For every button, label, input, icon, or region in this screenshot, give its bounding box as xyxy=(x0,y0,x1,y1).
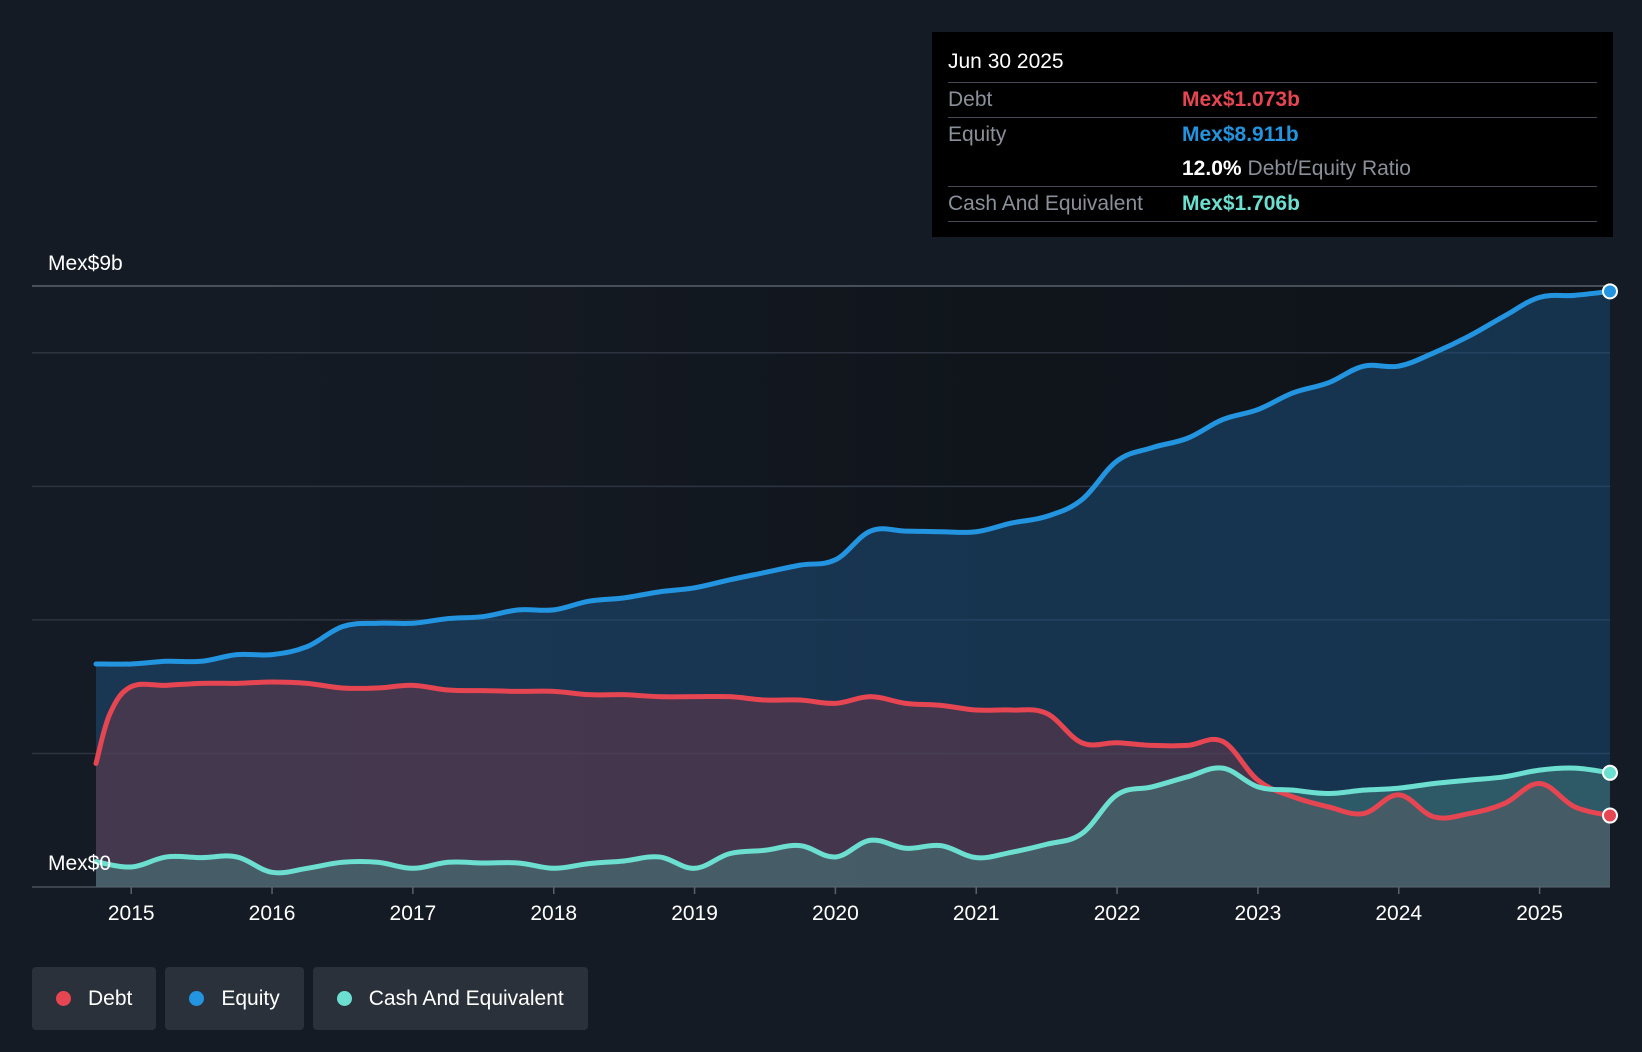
x-tick-label-2016: 2016 xyxy=(249,902,296,925)
x-tick-label-2019: 2019 xyxy=(671,902,718,925)
cash-dot-icon xyxy=(336,991,352,1006)
equity-area xyxy=(96,291,1610,887)
legend-item-equity[interactable]: Equity xyxy=(165,967,304,1030)
x-tick-label-2020: 2020 xyxy=(812,902,859,925)
tooltip-ratio-value: 12.0% xyxy=(1182,157,1242,180)
x-tick-label-2021: 2021 xyxy=(953,902,1000,925)
cash-and-equivalent-area xyxy=(96,767,1610,887)
legend-label-equity: Equity xyxy=(221,986,280,1010)
tooltip-ratio-row: 12.0% Debt/Equity Ratio xyxy=(948,152,1597,187)
legend-item-debt[interactable]: Debt xyxy=(32,967,157,1030)
tooltip-cash-value: Mex$1.706b xyxy=(1182,192,1300,215)
series-areas xyxy=(96,291,1610,887)
tooltip-cash-row: Cash And Equivalent Mex$1.706b xyxy=(948,187,1597,222)
legend-label-debt: Debt xyxy=(88,986,133,1010)
cash-and-equivalent-end-dot xyxy=(1602,764,1618,781)
tooltip-date: Jun 30 2025 xyxy=(948,32,1597,83)
end-markers xyxy=(1602,283,1618,824)
series-lines xyxy=(93,288,1613,876)
equity-dot-icon xyxy=(189,991,205,1006)
tooltip-debt-row: Debt Mex$1.073b xyxy=(948,83,1597,118)
tooltip-equity-row: Equity Mex$8.911b xyxy=(948,118,1597,152)
debt-end-dot xyxy=(1602,807,1618,824)
cash-and-equivalent-line xyxy=(93,765,1613,876)
debt-area xyxy=(96,681,1610,887)
equity-line xyxy=(93,288,1613,667)
equity-end-dot xyxy=(1602,283,1618,300)
legend: Debt Equity Cash And Equivalent xyxy=(32,967,588,1030)
tooltip-ratio-label: Debt/Equity Ratio xyxy=(1247,157,1411,180)
x-tick-label-2023: 2023 xyxy=(1235,902,1282,925)
tooltip-cash-label: Cash And Equivalent xyxy=(948,192,1143,215)
x-tick-label-2024: 2024 xyxy=(1375,902,1422,925)
tooltip-equity-value: Mex$8.911b xyxy=(1182,123,1299,146)
tooltip-panel: Jun 30 2025 Debt Mex$1.073b Equity Mex$8… xyxy=(932,32,1613,237)
x-axis-ticks: 2015 2016 2017 2018 2019 2020 2021 2022 2023 2024… xyxy=(108,887,1563,925)
x-tick-label-2017: 2017 xyxy=(390,902,437,925)
legend-label-cash: Cash And Equivalent xyxy=(368,986,564,1010)
x-tick-label-2022: 2022 xyxy=(1094,902,1141,925)
x-tick-label-2015: 2015 xyxy=(108,902,155,925)
x-tick-label-2025: 2025 xyxy=(1516,902,1563,925)
y-axis-bottom-label: Mex$0 xyxy=(48,852,111,875)
tooltip-debt-label: Debt xyxy=(948,88,993,111)
y-axis-top-label: Mex$9b xyxy=(48,252,123,275)
x-tick-label-2018: 2018 xyxy=(530,902,577,925)
tooltip-debt-value: Mex$1.073b xyxy=(1182,88,1300,111)
debt-line xyxy=(93,679,1613,821)
tooltip-equity-label: Equity xyxy=(948,123,1007,146)
legend-item-cash[interactable]: Cash And Equivalent xyxy=(312,967,588,1030)
debt-dot-icon xyxy=(56,991,71,1006)
